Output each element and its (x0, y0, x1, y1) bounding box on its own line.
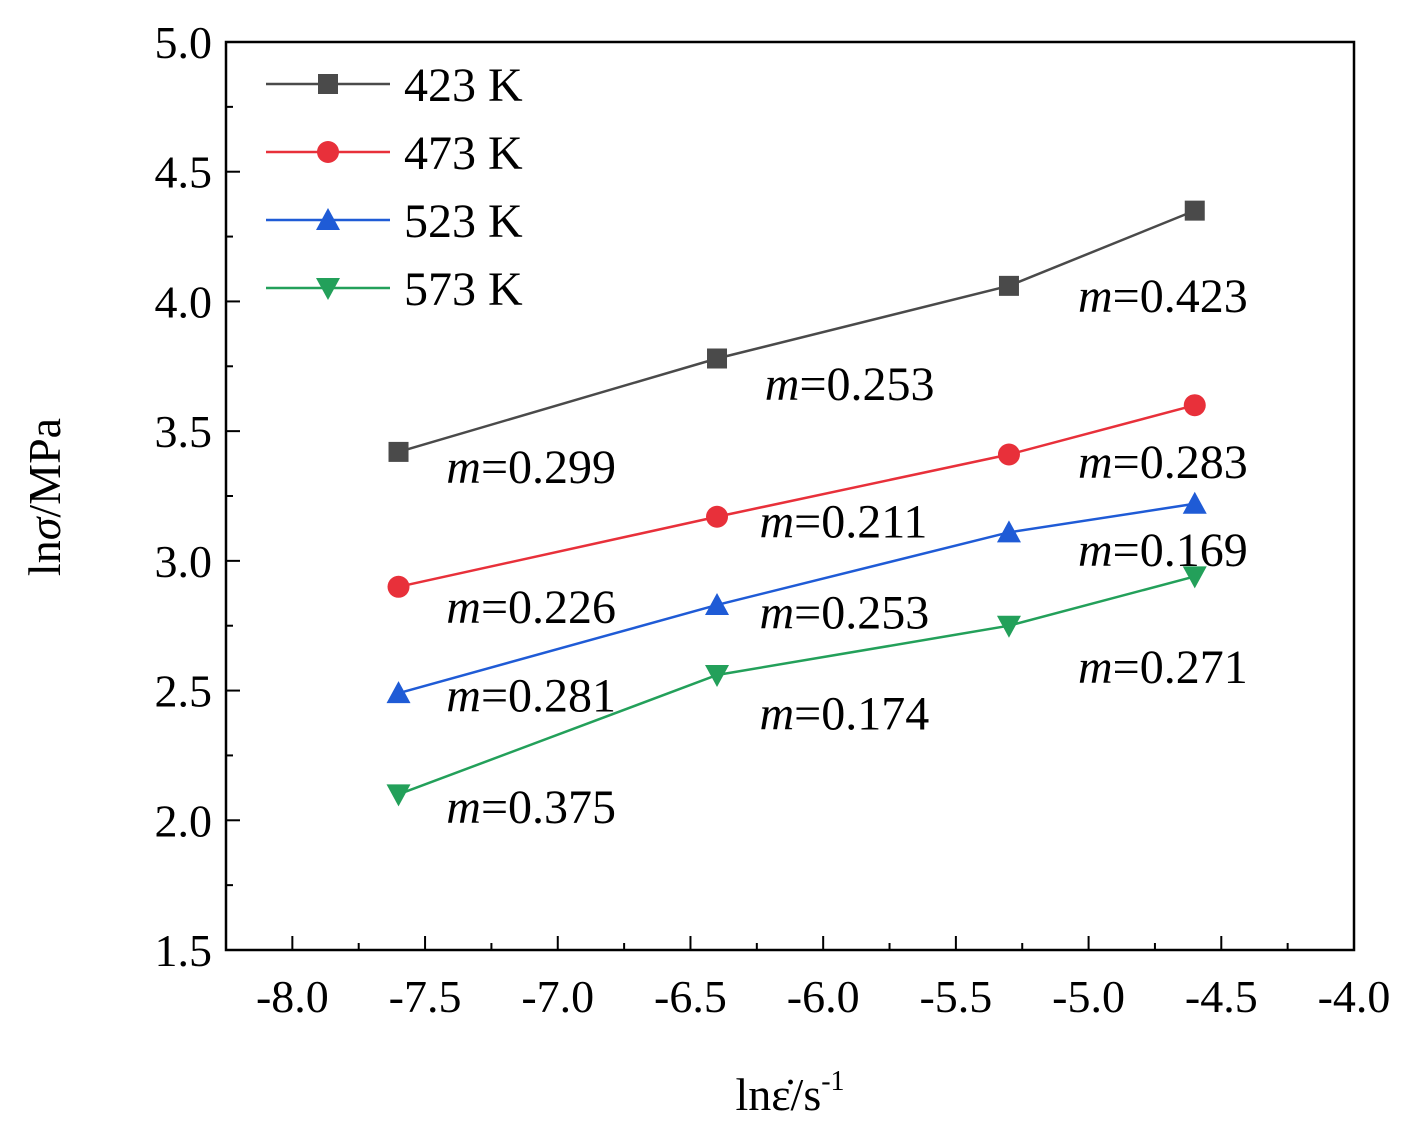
data-point (996, 615, 1021, 638)
legend-marker (318, 74, 338, 94)
x-axis: -8.0 -7.5 -7.0 -6.5 -6.0 -5.5 -5.0 -4.5 -4.0 (256, 936, 1390, 1022)
x-tick-label: -7.0 (521, 971, 594, 1022)
data-point (1184, 200, 1205, 221)
x-tick-label: -7.5 (389, 971, 462, 1022)
x-tick-label: -4.0 (1318, 971, 1391, 1022)
slope-label: m=0.169 (1078, 524, 1248, 577)
slope-label: m=0.423 (1078, 270, 1248, 323)
y-tick-label: 4.0 (155, 276, 213, 327)
y-tick-label: 3.0 (155, 536, 213, 587)
series-423-K (388, 200, 1205, 462)
legend-item: 573 K (266, 263, 523, 316)
x-tick-label: -6.0 (787, 971, 860, 1022)
legend-label: 573 K (404, 263, 523, 316)
y-axis: 1.5 2.0 2.5 3.0 3.5 4.0 4.5 5.0 (155, 17, 240, 976)
data-point (997, 443, 1020, 466)
data-point (386, 681, 411, 704)
slope-label: m=0.226 (446, 581, 616, 634)
data-point (705, 665, 730, 688)
slope-label: m=0.281 (446, 669, 616, 722)
legend-label: 423 K (404, 59, 523, 112)
data-point (706, 505, 729, 528)
data-point (998, 275, 1019, 296)
series-layer (386, 200, 1207, 807)
y-tick-label: 1.5 (155, 925, 213, 976)
legend-item: 423 K (266, 59, 523, 112)
data-point (386, 784, 411, 807)
legend-label: 473 K (404, 127, 523, 180)
x-tick-label: -5.0 (1052, 971, 1125, 1022)
y-tick-label: 5.0 (155, 17, 213, 68)
y-tick-label: 2.5 (155, 666, 213, 717)
legend-marker (316, 208, 340, 230)
slope-label: m=0.174 (759, 687, 929, 740)
series-573-K (386, 566, 1207, 807)
data-point (387, 575, 410, 598)
legend-item: 523 K (266, 195, 523, 248)
y-tick-label: 4.5 (155, 147, 213, 198)
slope-label: m=0.375 (446, 781, 616, 834)
data-point (388, 441, 409, 462)
series-line (398, 502, 1195, 695)
series-473-K (387, 394, 1206, 598)
data-point (996, 520, 1021, 543)
data-point (1182, 491, 1207, 514)
legend-item: 473 K (266, 127, 523, 180)
slope-label: m=0.253 (765, 358, 935, 411)
series-line (398, 403, 1196, 589)
series-line (398, 575, 1196, 796)
x-tick-label: -4.5 (1185, 971, 1258, 1022)
x-tick-label: -5.5 (919, 971, 992, 1022)
y-axis-title: lnσ/MPa (19, 418, 70, 576)
legend-label: 523 K (404, 195, 523, 248)
x-axis-title: lnε̇/s-1 (735, 1066, 844, 1120)
slope-label: m=0.299 (446, 441, 616, 494)
slope-label: m=0.271 (1078, 641, 1248, 694)
y-tick-label: 2.0 (155, 795, 213, 846)
legend-marker (316, 278, 340, 300)
data-point (1182, 566, 1207, 589)
series-523-K (386, 491, 1207, 704)
slope-label: m=0.253 (759, 586, 929, 639)
slope-label: m=0.283 (1078, 436, 1248, 489)
legend-marker (317, 141, 339, 163)
x-tick-label: -6.5 (654, 971, 727, 1022)
data-point (705, 592, 730, 615)
legend: 423 K 473 K 523 K 573 K (266, 59, 523, 316)
data-point (707, 348, 728, 369)
annotations: m=0.423 m=0.253 m=0.299 m=0.283 m=0.211 m=0.1… (446, 270, 1247, 834)
slope-label: m=0.211 (759, 496, 927, 549)
series-line (398, 209, 1196, 454)
y-tick-label: 3.5 (155, 406, 213, 457)
data-point (1183, 394, 1206, 417)
x-tick-label: -8.0 (256, 971, 329, 1022)
